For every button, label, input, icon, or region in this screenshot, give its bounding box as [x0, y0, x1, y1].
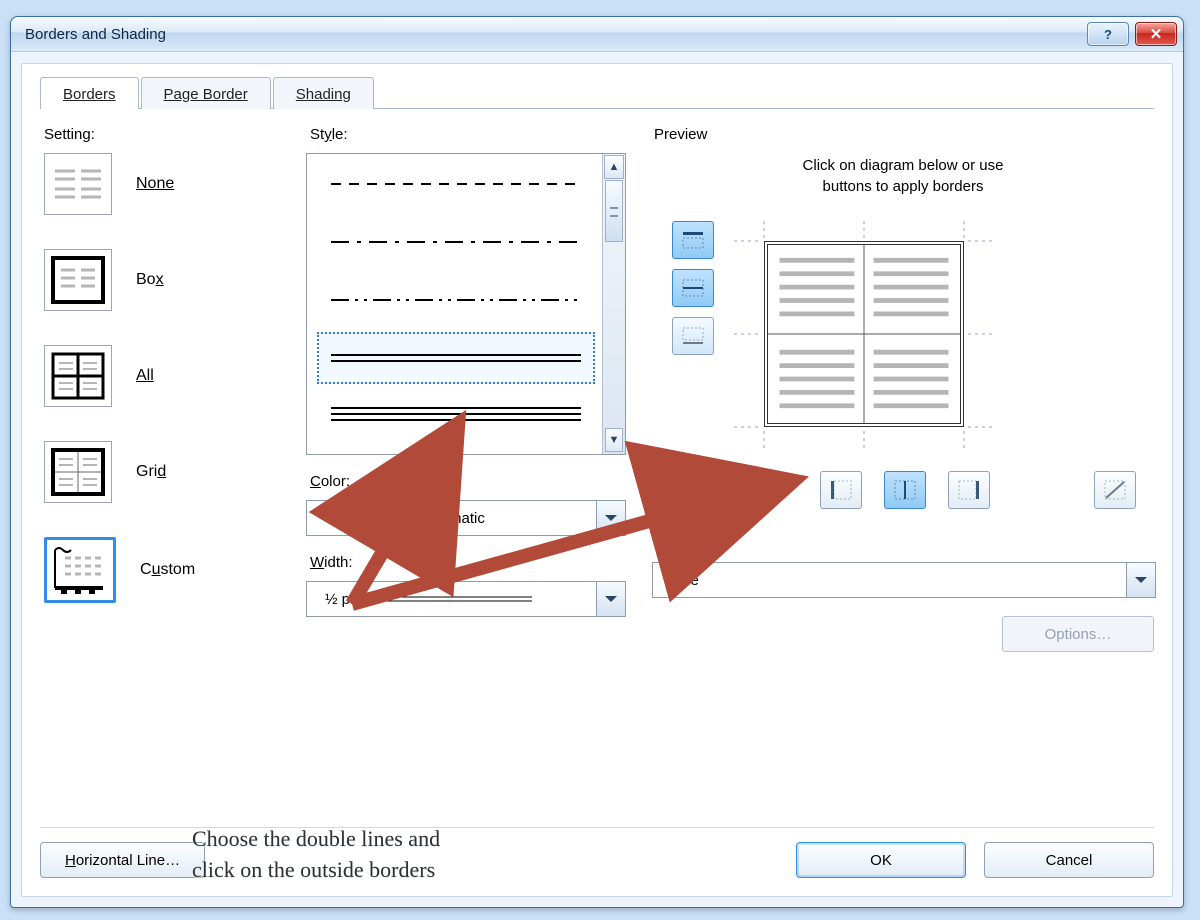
border-inner-horizontal-button[interactable] — [672, 269, 714, 307]
setting-none-label: None — [136, 175, 174, 193]
border-inner-vertical-button[interactable] — [884, 471, 926, 509]
setting-grid-label: Grid — [136, 463, 166, 481]
dialog-title: Borders and Shading — [25, 26, 166, 43]
tab-page-border[interactable]: Page Border — [141, 77, 271, 109]
cancel-button[interactable]: Cancel — [984, 842, 1154, 878]
help-button[interactable]: ? — [1087, 22, 1129, 46]
style-option-dashdotdot[interactable] — [317, 276, 595, 324]
titlebar[interactable]: Borders and Shading ? ✕ — [11, 17, 1183, 52]
color-value: Automatic — [307, 510, 596, 527]
setting-all[interactable]: All — [44, 345, 280, 407]
style-label: Style: — [310, 126, 626, 143]
scroll-thumb[interactable] — [605, 180, 623, 242]
setting-none[interactable]: None — [44, 153, 280, 215]
width-sample-icon — [372, 594, 532, 604]
setting-box-icon — [44, 249, 112, 311]
setting-grid[interactable]: Grid — [44, 441, 280, 503]
setting-grid-icon — [44, 441, 112, 503]
style-option-triple[interactable] — [317, 390, 595, 438]
titlebar-buttons: ? ✕ — [1087, 22, 1177, 46]
border-top-button[interactable] — [672, 221, 714, 259]
close-button[interactable]: ✕ — [1135, 22, 1177, 46]
style-option-double[interactable] — [317, 332, 595, 384]
border-diagonal-up-button[interactable] — [1094, 471, 1136, 509]
setting-all-label: All — [136, 367, 154, 385]
style-option-dashed[interactable] — [317, 160, 595, 208]
style-column: Style: ▲ ▼ — [306, 124, 626, 826]
border-left-button[interactable] — [820, 471, 862, 509]
tab-strip: Borders Page Border Shading — [22, 64, 1172, 108]
setting-none-icon — [44, 153, 112, 215]
border-right-button[interactable] — [948, 471, 990, 509]
dialog-client: Borders Page Border Shading Setting: — [21, 63, 1173, 897]
stage: Borders and Shading ? ✕ Borders Page Bor… — [0, 0, 1200, 920]
border-bottom-button[interactable] — [672, 317, 714, 355]
dialog-window: Borders and Shading ? ✕ Borders Page Bor… — [10, 16, 1184, 908]
diagram-box-icon — [764, 241, 964, 427]
width-value: ½ pt — [325, 591, 354, 608]
ok-button[interactable]: OK — [796, 842, 966, 878]
apply-to-label: Apply to: — [656, 535, 1154, 552]
scroll-up-button[interactable]: ▲ — [604, 155, 624, 179]
color-label: Color: — [310, 473, 626, 490]
tab-borders[interactable]: Borders — [40, 77, 139, 109]
preview-diagram[interactable] — [734, 221, 994, 451]
preview-column: Preview Click on diagram below or use bu… — [652, 124, 1154, 826]
apply-to-dropdown-button[interactable] — [1126, 563, 1155, 597]
annotation-text: Choose the double lines and click on the… — [192, 824, 440, 886]
help-icon: ? — [1104, 27, 1112, 42]
width-dropdown-button[interactable] — [596, 582, 625, 616]
preview-hint: Click on diagram below or use buttons to… — [652, 155, 1154, 197]
close-icon: ✕ — [1150, 25, 1163, 43]
setting-box-label: Box — [136, 271, 164, 289]
style-option-dashdot[interactable] — [317, 218, 595, 266]
tab-label: Page Border — [164, 86, 248, 103]
width-dropdown[interactable]: ½ pt — [306, 581, 626, 617]
apply-to-value: Table — [653, 572, 1126, 589]
setting-custom-icon — [44, 537, 116, 603]
tab-shading[interactable]: Shading — [273, 77, 374, 109]
scroll-down-button[interactable]: ▼ — [605, 428, 623, 452]
dialog-body: Setting: None — [40, 124, 1154, 826]
color-dropdown-button[interactable] — [596, 501, 625, 535]
tab-label: Borders — [63, 86, 116, 103]
width-label: Width: — [310, 554, 626, 571]
border-diagonal-down-button[interactable] — [674, 471, 716, 509]
setting-custom[interactable]: Custom — [44, 537, 280, 603]
preview-label: Preview — [654, 126, 1154, 143]
style-listbox[interactable]: ▲ ▼ — [306, 153, 626, 455]
preview-area — [672, 221, 1154, 451]
tab-label: Shading — [296, 86, 351, 103]
setting-all-icon — [44, 345, 112, 407]
setting-box[interactable]: Box — [44, 249, 280, 311]
setting-label: Setting: — [44, 126, 280, 143]
style-scrollbar[interactable]: ▲ ▼ — [602, 154, 625, 454]
setting-column: Setting: None — [40, 124, 280, 826]
apply-to-dropdown[interactable]: Table — [652, 562, 1156, 598]
horizontal-line-button[interactable]: Horizontal Line… — [40, 842, 205, 878]
preview-side-buttons — [672, 221, 714, 365]
apply-to-section: Apply to: Table Options… — [652, 535, 1154, 598]
color-dropdown[interactable]: Automatic — [306, 500, 626, 536]
options-button: Options… — [1002, 616, 1154, 652]
setting-custom-label: Custom — [140, 561, 195, 579]
preview-bottom-buttons — [674, 471, 1154, 509]
